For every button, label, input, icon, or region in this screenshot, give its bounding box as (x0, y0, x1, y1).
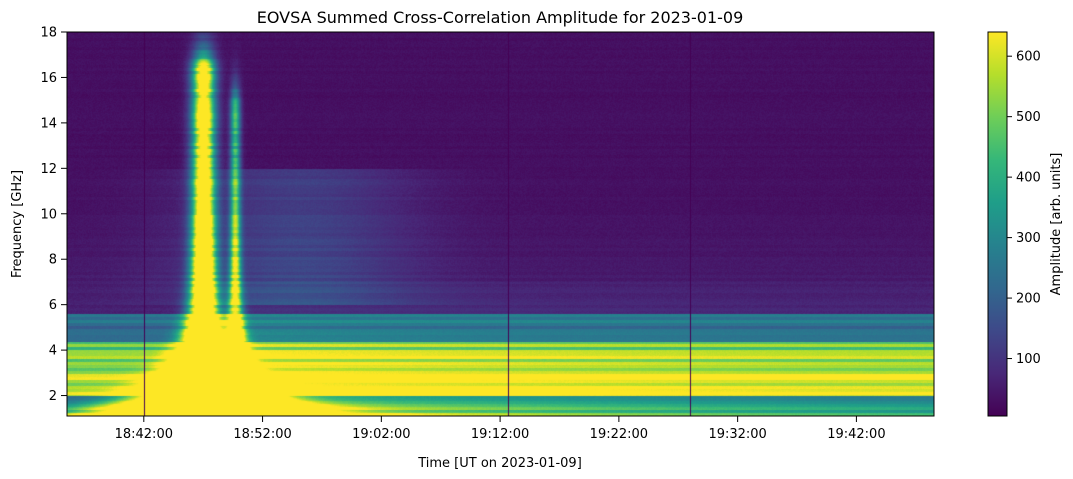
x-tick-label: 18:42:00 (115, 427, 173, 442)
colorbar-tick-label: 600 (1016, 50, 1041, 65)
x-tick-label: 19:42:00 (827, 427, 885, 442)
colorbar-ticks: 100 200 300 400 500 600 (1007, 50, 1041, 367)
y-tick-label: 4 (49, 344, 57, 359)
x-tick-label: 19:12:00 (471, 427, 529, 442)
y-tick-label: 12 (40, 162, 57, 177)
colorbar: 100 200 300 400 500 600 Amplitude [arb. units… (987, 31, 1064, 417)
plot-area (66, 31, 935, 417)
y-tick-label: 2 (49, 389, 57, 404)
x-tick-label: 18:52:00 (233, 427, 291, 442)
y-tick-label: 10 (40, 207, 57, 222)
x-axis: 18:42:00 18:52:00 19:02:00 19:12:00 19:22:00… (115, 416, 886, 442)
y-tick-label: 18 (40, 26, 57, 41)
y-tick-label: 6 (49, 298, 57, 313)
spectrogram-heatmap (67, 32, 934, 416)
y-axis-label: Frequency [GHz] (10, 170, 25, 278)
y-axis: 2 4 6 8 10 12 14 16 18 (40, 26, 67, 404)
colorbar-tick-label: 300 (1016, 231, 1041, 246)
chart-title: EOVSA Summed Cross-Correlation Amplitude… (257, 8, 744, 27)
colorbar-tick-label: 400 (1016, 171, 1041, 186)
y-tick-label: 16 (40, 71, 57, 86)
colorbar-tick-label: 200 (1016, 292, 1041, 307)
x-tick-label: 19:32:00 (708, 427, 766, 442)
y-tick-label: 14 (40, 116, 57, 131)
colorbar-gradient (987, 31, 1008, 417)
x-tick-label: 19:22:00 (590, 427, 648, 442)
colorbar-label: Amplitude [arb. units] (1049, 153, 1064, 296)
x-tick-label: 19:02:00 (352, 427, 410, 442)
y-tick-label: 8 (49, 253, 57, 268)
colorbar-tick-label: 100 (1016, 352, 1041, 367)
x-axis-label: Time [UT on 2023-01-09] (417, 456, 582, 471)
colorbar-tick-label: 500 (1016, 110, 1041, 125)
